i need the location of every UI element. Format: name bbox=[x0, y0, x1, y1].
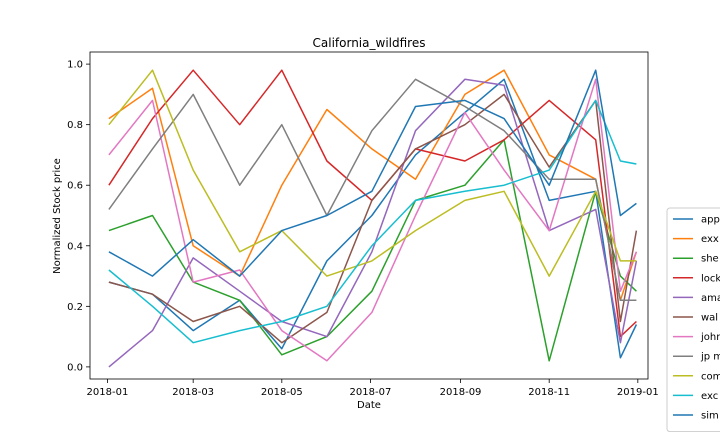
y-tick-label: 0.8 bbox=[67, 120, 83, 131]
y-axis-label: Normalized Stock price bbox=[52, 158, 63, 274]
legend-label: lock bbox=[701, 273, 720, 284]
chart-title: California_wildfires bbox=[313, 36, 426, 50]
legend-label: app bbox=[701, 215, 720, 226]
x-tick-label: 2018-09 bbox=[440, 387, 482, 398]
x-axis-label: Date bbox=[357, 400, 381, 411]
series-line-1 bbox=[108, 69, 638, 302]
series-line-0 bbox=[108, 78, 638, 359]
legend-label: sim bbox=[701, 411, 719, 422]
y-tick-label: 0.6 bbox=[67, 181, 83, 192]
x-tick-label: 2018-03 bbox=[172, 387, 214, 398]
y-tick-label: 0.4 bbox=[67, 241, 83, 252]
x-tick-label: 2018-07 bbox=[350, 387, 392, 398]
y-tick-label: 1.0 bbox=[67, 60, 83, 71]
x-axis: 2018-01 2018-03 2018-05 2018-07 2018-09 2018-… bbox=[87, 379, 659, 398]
y-axis: 0.0 0.2 0.4 0.6 0.8 1.0 bbox=[67, 60, 90, 373]
series-line-8 bbox=[108, 69, 637, 277]
series-line-10 bbox=[108, 69, 637, 277]
legend-label: wal bbox=[701, 313, 718, 324]
series-lines bbox=[108, 69, 638, 368]
x-tick-label: 2018-05 bbox=[261, 387, 303, 398]
legend-label: ama bbox=[701, 293, 720, 304]
legend-label: exx bbox=[701, 234, 719, 245]
legend: app exx she lock ama wal john jp m com exc sim bbox=[666, 207, 720, 432]
x-tick-label: 2018-11 bbox=[528, 387, 570, 398]
legend-label: exc bbox=[701, 391, 718, 402]
series-line-4 bbox=[108, 78, 638, 368]
y-tick-label: 0.2 bbox=[67, 302, 83, 313]
plot-area bbox=[89, 51, 649, 380]
y-tick-label: 0.0 bbox=[67, 362, 83, 373]
series-line-9 bbox=[108, 99, 637, 344]
series-line-6 bbox=[108, 78, 638, 362]
legend-label: com bbox=[701, 371, 720, 382]
legend-label: john bbox=[700, 332, 720, 343]
legend-label: she bbox=[701, 254, 719, 265]
x-tick-label: 2018-01 bbox=[87, 387, 129, 398]
series-line-5 bbox=[108, 93, 638, 344]
x-tick-label: 2019-01 bbox=[617, 387, 659, 398]
legend-label: jp m bbox=[700, 352, 720, 363]
series-line-7 bbox=[108, 78, 637, 302]
